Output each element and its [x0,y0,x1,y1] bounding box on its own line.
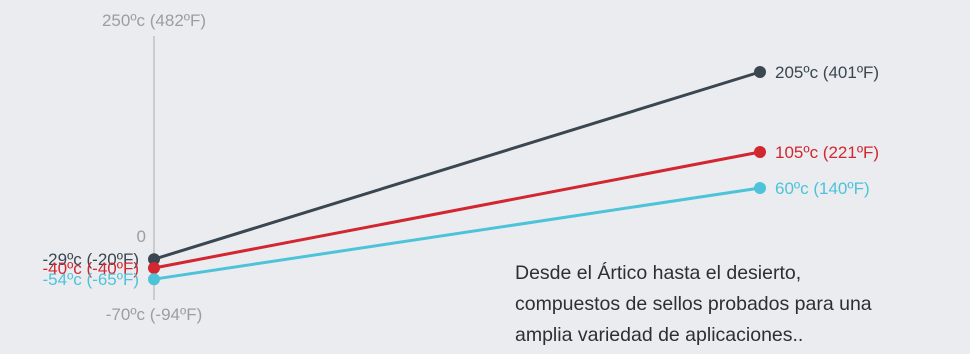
caption-line: Desde el Ártico hasta el desierto, [515,262,802,284]
end-value-label: 205ºc (401ºF) [775,63,879,82]
series-line [152,150,762,270]
caption-text: Desde el Ártico hasta el desierto, compu… [515,258,955,351]
y-tick-label: 250ºc (482ºF) [102,11,206,30]
end-value-label: 105ºc (221ºF) [775,143,879,162]
start-value-label: -29ºc (-20ºF) [43,250,140,269]
caption-line: compuestos de sellos probados para una [515,293,872,315]
end-value-label: 60ºc (140ºF) [775,179,870,198]
series-line [152,70,762,261]
series-line [152,186,762,281]
start-point [148,262,160,274]
y-tick-label: -70ºc (-94ºF) [106,305,203,324]
y-tick-label: 0 [137,227,146,246]
start-point [148,253,160,266]
end-point [754,146,766,158]
start-value-label: -54ºc (-65ºF) [43,270,140,289]
end-point [754,66,766,78]
end-point [754,182,766,194]
caption-line: amplia variedad de aplicaciones.. [515,324,804,346]
start-value-label: -40ºc (-40ºF) [43,259,140,278]
start-point [148,273,160,286]
